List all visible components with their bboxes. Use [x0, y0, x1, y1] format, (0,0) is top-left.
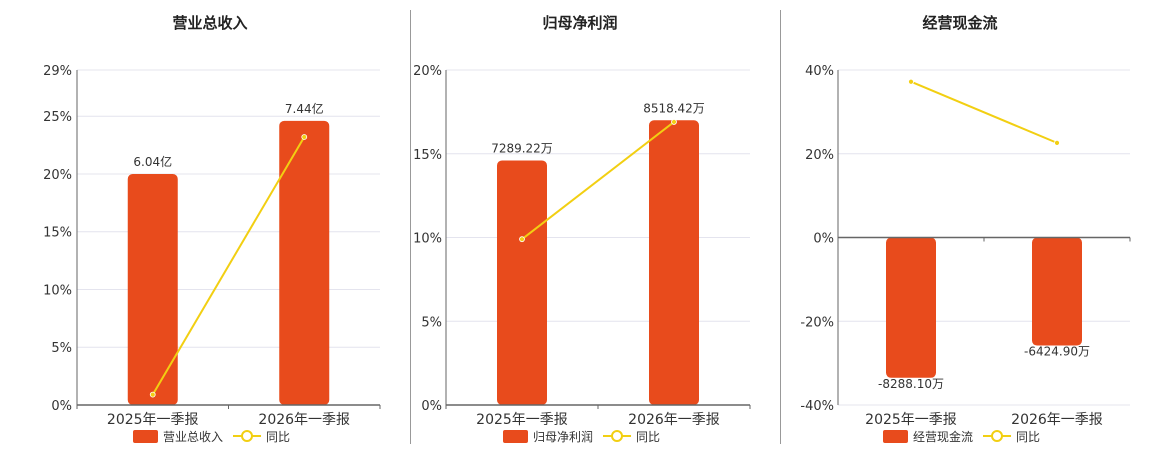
legend-bar-label: 营业总收入 [163, 430, 223, 444]
chart-panel-3: 经营现金流 -40% -20% 0% 20% 40% -8288.10万 -6424.90万 2… [800, 14, 1131, 444]
bar-data-label: 7.44亿 [285, 101, 324, 116]
y-tick-label: 5% [421, 315, 442, 330]
bar-data-label: -8288.10万 [878, 377, 944, 391]
legend-bar-label: 归母净利润 [533, 430, 593, 444]
y-tick-label: 5% [51, 341, 72, 356]
yoy-point [149, 391, 156, 398]
yoy-point [671, 119, 677, 125]
y-tick-label: 15% [43, 226, 72, 241]
legend-line-label: 同比 [1016, 430, 1040, 444]
yoy-point [908, 78, 914, 85]
legend-line-marker [241, 430, 253, 442]
y-tick-label: 0% [51, 399, 72, 414]
yoy-line [151, 136, 306, 396]
y-tick-label: 29% [43, 64, 72, 79]
y-tick-label: 20% [805, 148, 834, 163]
yoy-point [519, 236, 525, 243]
y-tick-label: 15% [413, 148, 442, 163]
y-tick-label: -20% [800, 315, 834, 330]
yoy-line [521, 121, 675, 240]
x-category-label: 2026年一季报 [1011, 412, 1103, 428]
bar [886, 237, 936, 378]
bar-data-label: -6424.90万 [1024, 345, 1090, 359]
legend-line-marker [991, 430, 1003, 442]
yoy-point [1054, 139, 1060, 146]
x-category-label: 2025年一季报 [476, 412, 568, 428]
x-category-label: 2026年一季报 [258, 412, 350, 428]
y-tick-label: 20% [43, 168, 72, 183]
chart-title: 经营现金流 [922, 14, 997, 32]
chart-panel-1: 营业总收入 0% 5% 10% 15% 20% 25% 29% 6.04亿 7.44亿 2025年一… [43, 14, 381, 444]
bar [279, 120, 330, 406]
yoy-point [301, 134, 308, 140]
bar [127, 173, 178, 405]
bar-data-label: 7289.22万 [491, 141, 553, 155]
x-category-label: 2025年一季报 [865, 412, 957, 428]
legend-bar-swatch [133, 430, 158, 443]
y-tick-label: -40% [800, 399, 834, 414]
bar [1032, 237, 1082, 346]
chart-title: 归母净利润 [542, 14, 617, 32]
legend-bar-swatch [883, 430, 908, 443]
x-category-label: 2025年一季报 [107, 412, 199, 428]
legend-line-marker [611, 430, 623, 442]
legend-line-label: 同比 [636, 430, 660, 444]
bar-data-label: 6.04亿 [133, 154, 172, 169]
legend-line-label: 同比 [266, 430, 290, 444]
x-category-label: 2026年一季报 [628, 412, 720, 428]
chart-title: 营业总收入 [172, 14, 247, 32]
bar [649, 120, 699, 405]
bar-data-label: 8518.42万 [643, 101, 705, 115]
y-tick-label: 10% [413, 232, 442, 247]
y-tick-label: 40% [805, 64, 834, 79]
y-tick-label: 20% [413, 64, 442, 79]
bar [497, 160, 547, 405]
y-tick-label: 10% [43, 283, 72, 298]
y-tick-label: 0% [813, 232, 834, 247]
legend-bar-label: 经营现金流 [913, 429, 973, 444]
y-tick-label: 0% [421, 399, 442, 414]
yoy-line [910, 80, 1058, 144]
legend-bar-swatch [503, 430, 528, 443]
chart-panel-2: 归母净利润 0% 5% 10% 15% 20% 7289.22万 8518.42万 2025年一… [413, 14, 751, 444]
y-tick-label: 25% [43, 110, 72, 125]
